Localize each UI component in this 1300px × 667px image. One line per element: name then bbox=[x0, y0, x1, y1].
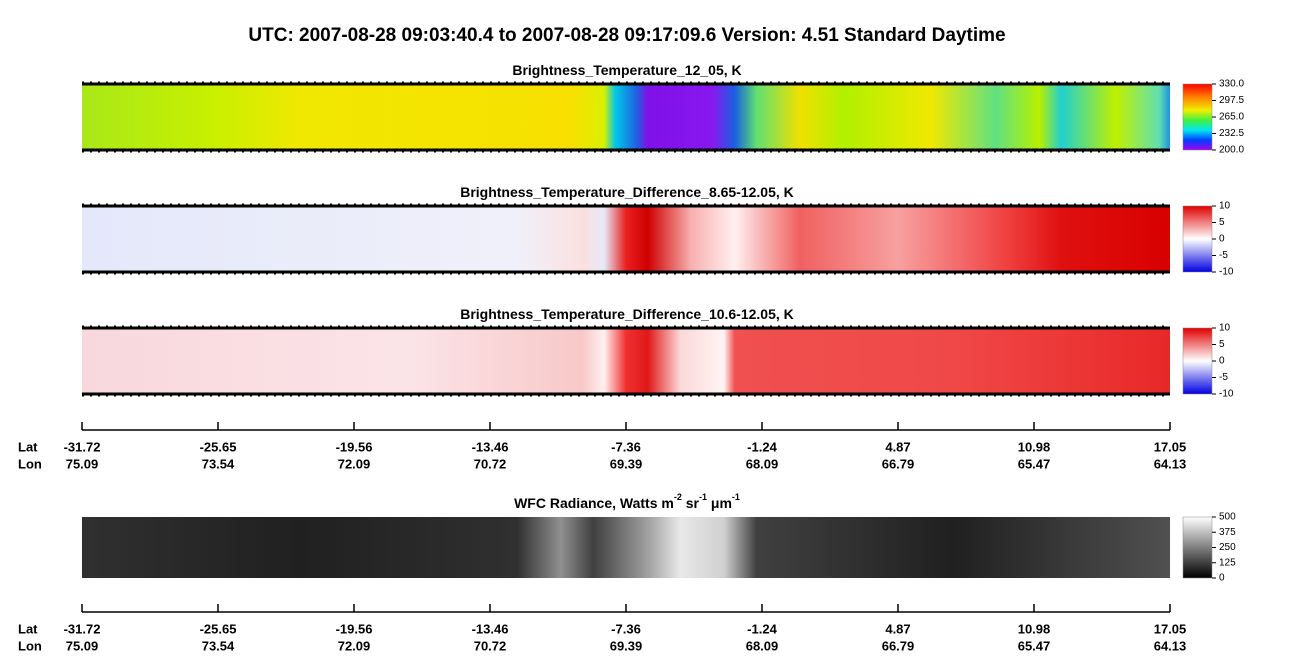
colorbar bbox=[1182, 516, 1213, 579]
lat-tick-label: -13.46 bbox=[472, 621, 509, 636]
panel-title: Brightness_Temperature_12_05, K bbox=[512, 62, 741, 78]
lat-tick-label: -1.24 bbox=[747, 439, 777, 454]
lon-label: Lon bbox=[18, 638, 42, 653]
lat-tick-label: 17.05 bbox=[1154, 439, 1187, 454]
lon-tick-label: 66.79 bbox=[882, 638, 915, 653]
lat-tick-label: -31.72 bbox=[64, 621, 101, 636]
lon-tick-label: 72.09 bbox=[338, 456, 371, 471]
superscript: -1 bbox=[732, 492, 740, 502]
image-swath bbox=[82, 328, 1170, 394]
image-swath bbox=[82, 206, 1170, 272]
title-text: sr bbox=[682, 495, 700, 511]
colorbar-tick-label: -5 bbox=[1219, 250, 1228, 261]
colorbar-tick-label: 5 bbox=[1219, 217, 1225, 228]
image-swath bbox=[82, 517, 1170, 578]
lon-tick-label: 73.54 bbox=[202, 638, 235, 653]
lon-tick-label: 69.39 bbox=[610, 638, 643, 653]
lon-tick-label: 70.72 bbox=[474, 456, 507, 471]
lon-tick-label: 68.09 bbox=[746, 456, 779, 471]
colorbar-tick-label: 0 bbox=[1219, 234, 1225, 245]
lat-tick-label: 17.05 bbox=[1154, 621, 1187, 636]
colorbar-tick-label: 250 bbox=[1219, 542, 1236, 553]
colorbar-tick-label: 0 bbox=[1219, 573, 1225, 584]
title-text: Brightness_Temperature_Difference_8.65-1… bbox=[460, 184, 794, 200]
title-text: Brightness_Temperature_Difference_10.6-1… bbox=[460, 306, 794, 322]
lat-tick-label: -19.56 bbox=[336, 439, 373, 454]
colorbar-tick-label: 125 bbox=[1219, 557, 1236, 568]
colorbar-tick-label: 375 bbox=[1219, 527, 1236, 538]
title-text: μm bbox=[707, 495, 732, 511]
colorbar-tick-label: 200.0 bbox=[1219, 145, 1244, 156]
colorbar-tick-label: 330.0 bbox=[1219, 79, 1244, 90]
lon-tick-label: 70.72 bbox=[474, 638, 507, 653]
colorbar bbox=[1182, 205, 1213, 273]
lon-tick-label: 72.09 bbox=[338, 638, 371, 653]
panel-title: Brightness_Temperature_Difference_8.65-1… bbox=[460, 184, 794, 200]
colorbar-tick-label: -10 bbox=[1219, 389, 1234, 400]
lat-tick-label: 10.98 bbox=[1018, 439, 1051, 454]
figure-title: UTC: 2007-08-28 09:03:40.4 to 2007-08-28… bbox=[248, 25, 1005, 46]
colorbar-tick-label: 0 bbox=[1219, 356, 1225, 367]
colorbar-tick-label: 5 bbox=[1219, 339, 1225, 350]
colorbar bbox=[1182, 327, 1213, 395]
colorbar-tick-label: 10 bbox=[1219, 323, 1231, 334]
lon-tick-label: 64.13 bbox=[1154, 638, 1187, 653]
lat-tick-label: -31.72 bbox=[64, 439, 101, 454]
lat-tick-label: -7.36 bbox=[611, 439, 641, 454]
lon-tick-label: 66.79 bbox=[882, 456, 915, 471]
lon-tick-label: 65.47 bbox=[1018, 638, 1051, 653]
colorbar-tick-label: 265.0 bbox=[1219, 112, 1244, 123]
colorbar-tick-label: 232.5 bbox=[1219, 128, 1244, 139]
lon-tick-label: 73.54 bbox=[202, 456, 235, 471]
lon-tick-label: 69.39 bbox=[610, 456, 643, 471]
lat-tick-label: 10.98 bbox=[1018, 621, 1051, 636]
lat-tick-label: -1.24 bbox=[747, 621, 777, 636]
colorbar-tick-label: 500 bbox=[1219, 512, 1236, 523]
lon-tick-label: 64.13 bbox=[1154, 456, 1187, 471]
superscript: -1 bbox=[699, 492, 707, 502]
image-swath bbox=[82, 84, 1170, 150]
lat-tick-label: -7.36 bbox=[611, 621, 641, 636]
panel-title: WFC Radiance, Watts m-2 sr-1 μm-1 bbox=[514, 492, 740, 510]
colorbar-tick-label: 10 bbox=[1219, 201, 1231, 212]
lat-tick-label: -13.46 bbox=[472, 439, 509, 454]
lon-tick-label: 75.09 bbox=[66, 456, 99, 471]
title-text: Brightness_Temperature_12_05, K bbox=[512, 62, 741, 78]
lon-tick-label: 75.09 bbox=[66, 638, 99, 653]
lon-tick-label: 68.09 bbox=[746, 638, 779, 653]
lat-label: Lat bbox=[18, 621, 38, 636]
colorbar-tick-label: -5 bbox=[1219, 372, 1228, 383]
superscript: -2 bbox=[674, 492, 682, 502]
title-text: WFC Radiance, Watts m bbox=[514, 495, 674, 511]
lat-tick-label: -25.65 bbox=[200, 621, 237, 636]
lat-tick-label: 4.87 bbox=[885, 621, 910, 636]
lat-label: Lat bbox=[18, 439, 38, 454]
panel-title: Brightness_Temperature_Difference_10.6-1… bbox=[460, 306, 794, 322]
lat-tick-label: -25.65 bbox=[200, 439, 237, 454]
lat-tick-label: 4.87 bbox=[885, 439, 910, 454]
lon-label: Lon bbox=[18, 456, 42, 471]
colorbar-tick-label: 297.5 bbox=[1219, 95, 1244, 106]
lat-tick-label: -19.56 bbox=[336, 621, 373, 636]
colorbar-tick-label: -10 bbox=[1219, 267, 1234, 278]
colorbar bbox=[1182, 83, 1213, 151]
lon-tick-label: 65.47 bbox=[1018, 456, 1051, 471]
